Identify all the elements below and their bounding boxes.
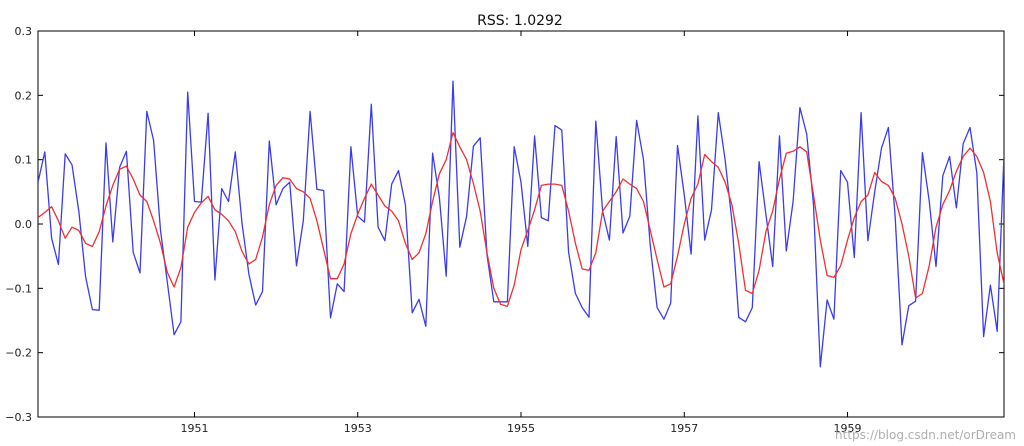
watermark-text: https://blog.csdn.net/orDream xyxy=(835,428,1016,442)
y-tick-label: −0.3 xyxy=(5,411,32,424)
x-tick-label: 1955 xyxy=(507,422,535,435)
y-tick-label: 0.0 xyxy=(15,218,33,231)
y-tick-label: 0.3 xyxy=(15,25,33,38)
y-tick-label: 0.1 xyxy=(15,154,33,167)
x-tick-label: 1959 xyxy=(834,422,862,435)
x-tick-label: 1951 xyxy=(180,422,208,435)
series-line-blue xyxy=(38,80,1004,368)
x-tick-label: 1957 xyxy=(670,422,698,435)
series-line-red xyxy=(38,131,1004,307)
chart-title: RSS: 1.0292 xyxy=(477,13,563,29)
y-tick-label: −0.1 xyxy=(5,282,32,295)
y-tick-label: 0.2 xyxy=(15,89,33,102)
y-tick-label: −0.2 xyxy=(5,347,32,360)
x-tick-label: 1953 xyxy=(344,422,372,435)
plot-frame xyxy=(37,30,1005,418)
axes: −0.3 −0.2 −0.1 0.0 0.1 0.2 0.3 1951 1953 1955 1957… xyxy=(5,25,1005,435)
plot-series xyxy=(38,80,1004,368)
